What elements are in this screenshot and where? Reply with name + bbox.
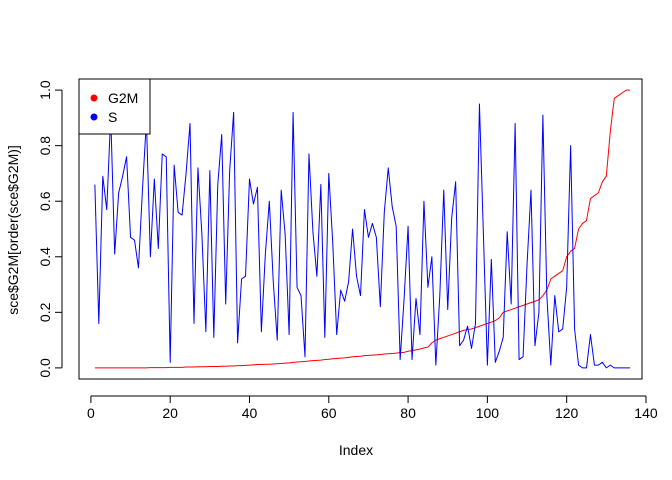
- legend-label-g2m: G2M: [108, 90, 138, 106]
- x-axis: 0 20 40 60 80 100 120 140: [87, 395, 658, 421]
- legend-marker-s: [90, 113, 98, 121]
- y-tick-label: 0.2: [37, 302, 53, 322]
- y-tick-label: 0.4: [37, 247, 53, 267]
- y-axis-label: sce$G2M[order(sce$G2M)]: [5, 145, 21, 315]
- y-tick-label: 0.8: [37, 136, 53, 156]
- x-tick-label: 60: [321, 405, 337, 421]
- y-tick-label: 1.0: [37, 80, 53, 100]
- legend-marker-g2m: [90, 94, 98, 102]
- x-axis-label: Index: [339, 442, 373, 458]
- x-tick-label: 120: [555, 405, 579, 421]
- series-line-s: [94, 103, 631, 369]
- x-tick-label: 40: [242, 405, 258, 421]
- y-axis: 0.0 0.2 0.4 0.6 0.8 1.0: [37, 80, 63, 378]
- legend-box: [78, 78, 151, 135]
- legend: G2M S: [78, 78, 151, 135]
- legend-label-s: S: [108, 109, 117, 125]
- x-tick-label: 0: [87, 405, 95, 421]
- plot-frame: [78, 78, 643, 380]
- series-lines: [94, 89, 631, 369]
- x-tick-label: 140: [634, 405, 658, 421]
- x-tick-label: 100: [476, 405, 500, 421]
- y-tick-label: 0.6: [37, 191, 53, 211]
- x-tick-label: 80: [400, 405, 416, 421]
- series-line-g2m: [94, 89, 631, 369]
- x-tick-label: 20: [162, 405, 178, 421]
- y-tick-label: 0.0: [37, 358, 53, 378]
